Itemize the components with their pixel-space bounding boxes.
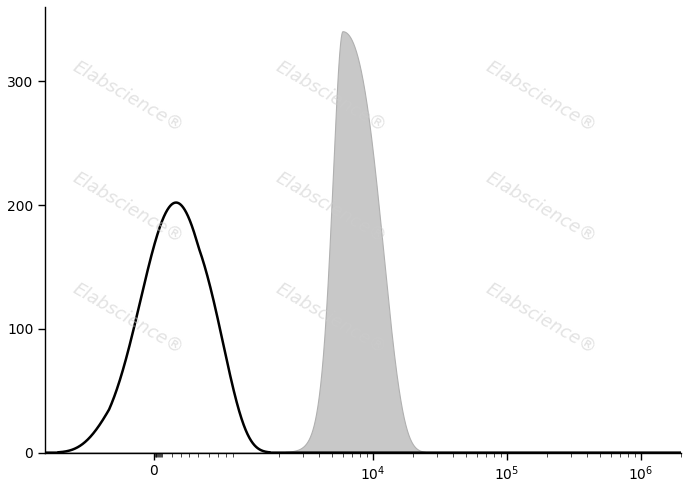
Text: Elabscience®: Elabscience® <box>69 280 186 358</box>
Text: Elabscience®: Elabscience® <box>69 57 186 135</box>
Text: Elabscience®: Elabscience® <box>273 280 389 358</box>
Text: Elabscience®: Elabscience® <box>483 169 599 246</box>
Text: Elabscience®: Elabscience® <box>483 57 599 135</box>
Text: Elabscience®: Elabscience® <box>483 280 599 358</box>
Text: Elabscience®: Elabscience® <box>273 169 389 246</box>
Text: Elabscience®: Elabscience® <box>273 57 389 135</box>
Text: Elabscience®: Elabscience® <box>69 169 186 246</box>
